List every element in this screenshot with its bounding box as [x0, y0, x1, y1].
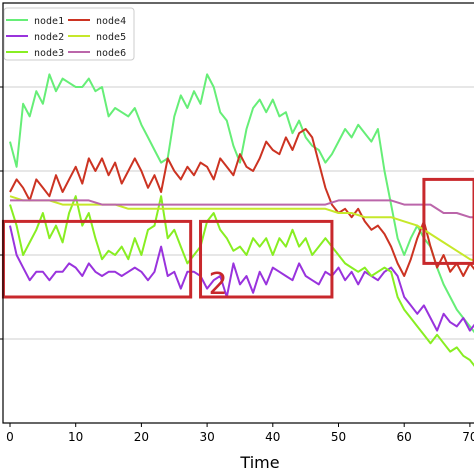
legend-box [3, 7, 135, 61]
grid [3, 86, 474, 340]
series-line-node6 [10, 199, 474, 219]
series-line-node4 [9, 128, 474, 277]
x-tick-label: 70 [462, 430, 474, 444]
legend-label: node3 [34, 48, 64, 59]
series-line-node1 [9, 73, 474, 334]
x-tick-label: 40 [265, 430, 280, 444]
series-line-node3 [9, 195, 474, 367]
legend: node1 node2 node3 node4 node5 node6 [3, 7, 135, 61]
annotation-boxes: 2 [1, 177, 474, 302]
x-tick-label: 20 [134, 430, 149, 444]
x-tick-label: 0 [6, 430, 14, 444]
x-tick-label: 50 [331, 430, 346, 444]
legend-label: node1 [34, 16, 64, 27]
x-ticks: 0 10 20 30 40 50 60 70 [6, 423, 474, 444]
annotation-box-3 [422, 177, 474, 265]
legend-label: node2 [34, 32, 64, 43]
series-layer [9, 73, 474, 367]
axes [0, 2, 474, 424]
x-axis-label: Time [239, 453, 279, 472]
series-line-node5 [9, 195, 474, 262]
annotation-box-1 [1, 219, 193, 299]
x-tick-label: 10 [68, 430, 83, 444]
legend-label: node4 [96, 16, 126, 27]
plot-frame [2, 2, 474, 424]
x-tick-label: 60 [397, 430, 412, 444]
legend-label: node6 [96, 48, 126, 59]
series-line-node2 [9, 225, 474, 332]
x-tick-label: 30 [199, 430, 214, 444]
annotation-box-label: 2 [209, 267, 228, 302]
legend-label: node5 [96, 32, 126, 43]
annotation-box-2 [199, 219, 334, 299]
